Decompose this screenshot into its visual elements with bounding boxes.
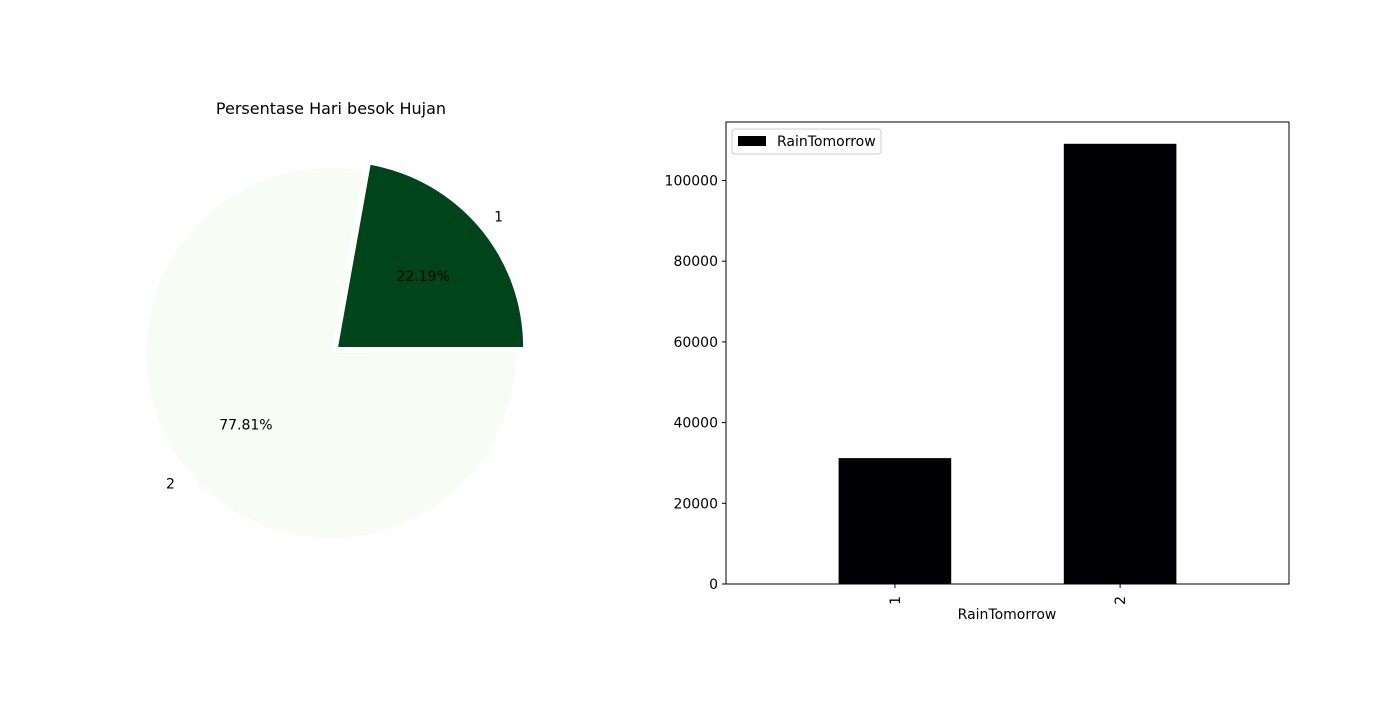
pie-chart: Persentase Hari besok Hujan 1 22.19% 2 77.8…: [146, 99, 524, 538]
y-tick-label: 80000: [673, 254, 718, 270]
y-tick-label: 20000: [673, 496, 718, 512]
pie-slice-1: [338, 164, 524, 348]
legend-box: [731, 128, 882, 155]
x-tick-label: 2: [1113, 596, 1129, 605]
y-tick-label: 40000: [673, 416, 718, 432]
legend: RainTomorrow: [731, 128, 882, 155]
x-tick-label: 1: [888, 596, 904, 605]
x-axis-label: RainTomorrow: [958, 607, 1057, 623]
legend-swatch: [738, 136, 766, 146]
plot-frame: [725, 121, 1290, 585]
bar-2: [1063, 143, 1177, 585]
legend-label: RainTomorrow: [777, 134, 876, 150]
pie-pct-label: 22.19%: [396, 269, 449, 285]
pie-title: Persentase Hari besok Hujan: [216, 99, 446, 118]
y-tick-label: 100000: [665, 174, 718, 190]
y-tick-label: 60000: [673, 335, 718, 351]
pie-label: 1: [494, 209, 503, 225]
pie-label: 2: [166, 477, 175, 493]
pie-pct-label: 77.81%: [219, 417, 272, 433]
y-tick-label: 0: [709, 577, 718, 593]
bar-1: [838, 458, 952, 584]
pie-slice-2: [146, 167, 516, 538]
y-axis: 0 20000 40000 60000 80000 100000: [665, 174, 726, 593]
